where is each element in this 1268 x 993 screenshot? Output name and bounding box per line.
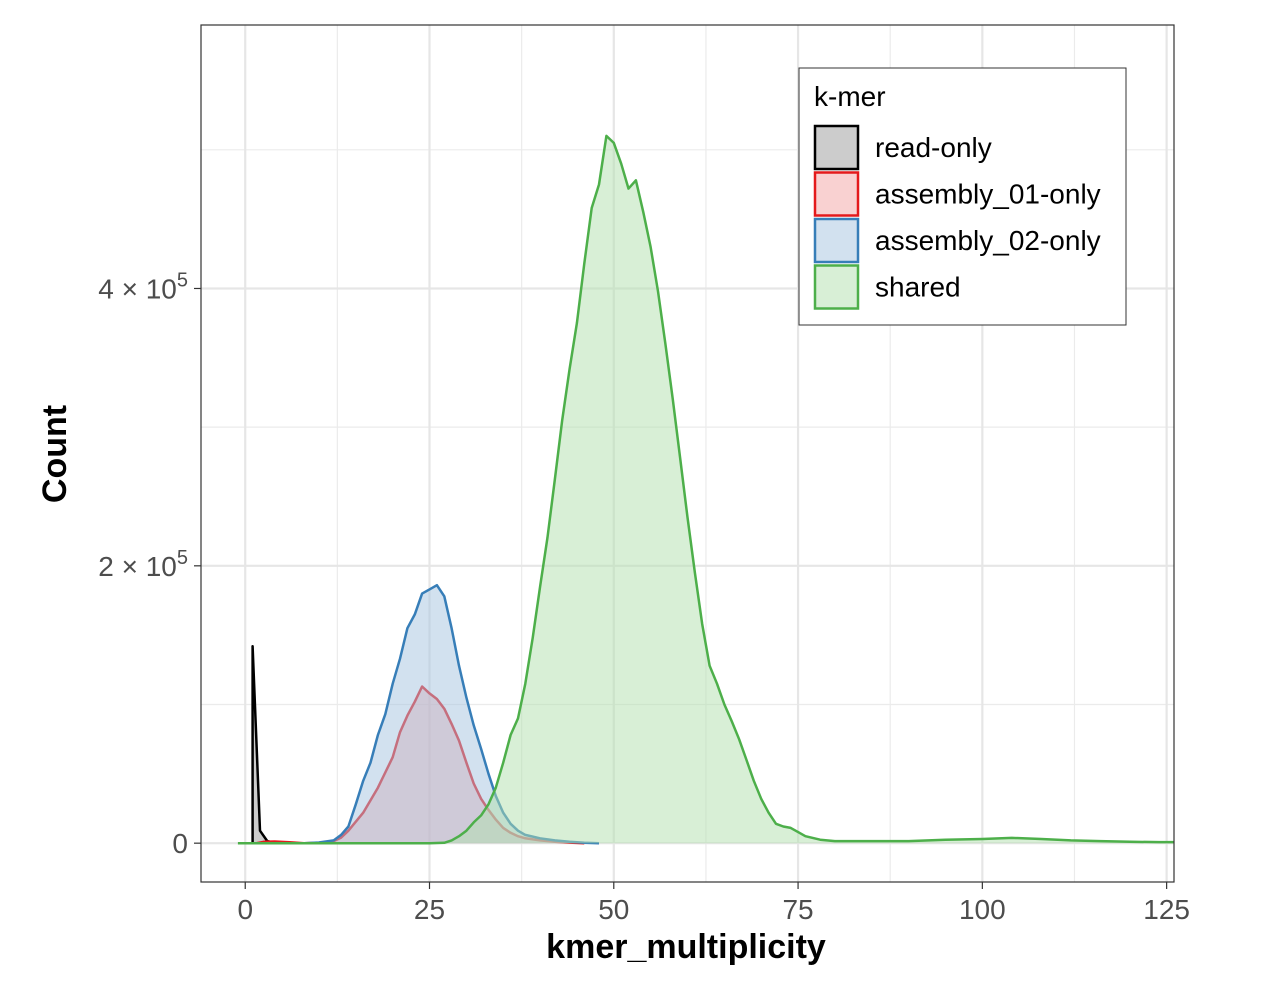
y-tick-label: 0 <box>172 828 188 859</box>
area-shared <box>237 135 1174 844</box>
area-assembly-02-only <box>304 585 599 844</box>
x-tick-label: 25 <box>414 894 445 925</box>
legend-key-assembly-01-only <box>813 171 860 217</box>
density-areas <box>237 134 1174 845</box>
x-axis-title: kmer_multiplicity <box>546 928 826 966</box>
legend-label-shared: shared <box>875 272 961 303</box>
y-tick-label: 2 × 105 <box>98 547 188 582</box>
area-read-only <box>252 646 283 844</box>
x-tick-label: 125 <box>1143 894 1190 925</box>
legend-label-assembly-01-only: assembly_01-only <box>875 179 1101 210</box>
legend-label-assembly-02-only: assembly_02-only <box>875 225 1101 256</box>
legend: k-mer read-only assembly_01-only assembly_… <box>798 67 1127 326</box>
axes: 0 25 50 75 100 125 0 2 × 105 4 × 105 <box>98 269 1190 925</box>
legend-key-shared <box>813 264 860 310</box>
x-tick-label: 50 <box>598 894 629 925</box>
legend-label-read-only: read-only <box>875 132 992 163</box>
x-tick-label: 100 <box>959 894 1006 925</box>
x-tick-label: 75 <box>782 894 813 925</box>
legend-title: k-mer <box>814 81 886 112</box>
legend-key-assembly-02-only <box>813 217 860 264</box>
panel-border <box>200 24 1175 883</box>
x-tick-label: 0 <box>237 894 253 925</box>
line-shared <box>237 134 1174 845</box>
y-axis-title: Count <box>36 405 74 503</box>
y-tick-label: 4 × 105 <box>98 269 188 304</box>
legend-key-read-only <box>813 124 860 171</box>
